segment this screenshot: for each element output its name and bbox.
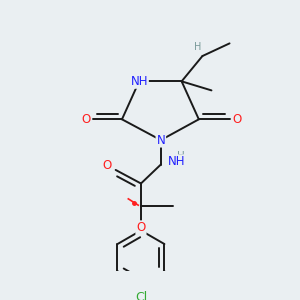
Text: NH: NH [168,155,186,168]
Text: NH: NH [130,75,148,88]
Text: Cl: Cl [135,291,147,300]
Text: H: H [194,42,202,52]
Text: O: O [232,113,242,126]
Text: N: N [157,134,165,147]
Text: H: H [177,152,184,161]
Text: O: O [81,113,90,126]
Text: O: O [136,221,146,234]
Text: O: O [102,159,111,172]
